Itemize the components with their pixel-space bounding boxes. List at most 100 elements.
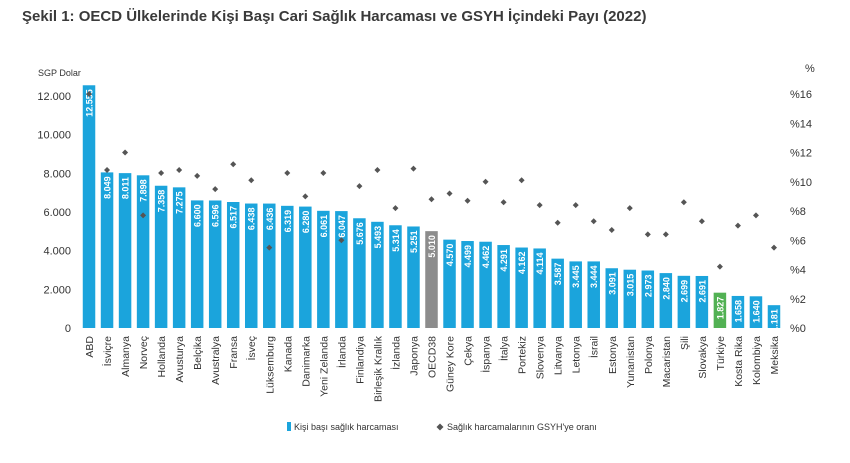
gdp-share-marker [464,197,471,204]
right-tick-label: %2 [790,294,806,306]
bar-value-label: 4.291 [499,249,509,272]
left-axis: SGP Dolar 0 2.000 4.000 6.000 8.000 10.000 12.0… [37,68,81,335]
bar-value-label: 6.280 [301,211,311,234]
bar [695,275,709,328]
bar-value-label: 3.015 [625,274,635,297]
right-axis-label: % [805,63,815,75]
bar-value-label: 2.691 [697,280,707,303]
bar-value-label: 5.314 [391,229,401,252]
bar [281,205,294,328]
bar [299,206,312,328]
bars: 12.555 8.049 8.011 7.898 7.358 7.275 6.600 6.59… [82,85,781,332]
gdp-share-marker [662,231,669,238]
gdp-share-marker [536,202,543,209]
left-axis-label: SGP Dolar [38,68,81,78]
gdp-share-marker [752,212,759,219]
legend-marker-swatch [436,423,444,431]
category-label: İsviçre [101,336,114,366]
left-tick-label: 0 [65,323,71,335]
bar-value-label: 3.091 [607,272,617,295]
gdp-share-marker [338,237,345,244]
category-label: İtalya [498,336,511,361]
bar [479,241,492,328]
bar-value-label: 3.444 [589,265,599,288]
gdp-share-marker [554,219,561,226]
category-label: Almanya [120,336,132,377]
bar [82,85,96,329]
right-tick-label: %10 [790,177,812,189]
category-label: Japonya [408,336,420,376]
category-label: Kanada [282,336,294,372]
bar [587,261,600,328]
gdp-share-marker [356,183,363,190]
bar [154,185,168,328]
bar-value-label: 1.181 [769,309,779,332]
left-tick-label: 12.000 [37,91,71,103]
gdp-share-marker [248,177,255,184]
bar-value-label: 1.658 [733,300,743,323]
category-label: Danimarka [300,336,312,387]
bar-value-label: 1.827 [715,297,725,320]
category-label: Fransa [228,336,240,369]
bar [353,218,366,328]
bar-value-label: 7.275 [175,191,185,214]
category-label: İspanya [480,336,493,373]
category-label: Norveç [138,336,150,369]
bar-value-label: 5.676 [355,222,365,245]
gdp-share-marker [194,172,201,179]
bar-value-label: 6.436 [265,208,275,231]
bar [497,245,510,328]
bar [100,172,114,328]
left-tick-label: 10.000 [37,130,71,142]
right-tick-label: %14 [790,118,812,130]
gdp-share-marker [374,167,381,174]
bar [425,231,438,328]
bar [389,225,402,328]
category-label: Estonya [607,336,619,374]
gdp-share-marker [680,199,687,206]
bar-value-label: 8.011 [121,177,131,199]
right-tick-label: %16 [790,89,812,101]
bar [317,210,330,328]
bar [659,273,673,328]
bar [136,175,150,328]
category-label: İsrail [588,336,601,358]
legend-marker-label: Sağlık harcamalarının GSYH'ye oranı [447,422,597,432]
bar-value-label: 2.973 [643,275,653,298]
gdp-share-marker [428,196,435,203]
category-label: ABD [84,336,96,358]
gdp-share-marker [572,202,579,209]
bar [551,258,564,328]
bar-value-label: 12.555 [85,89,95,117]
left-tick-label: 4.000 [43,246,71,258]
bar-value-label: 6.319 [283,210,293,233]
gdp-share-marker [86,91,93,97]
bar [118,173,132,328]
right-tick-label: %12 [790,148,812,160]
bar-value-label: 8.049 [103,176,113,199]
category-labels: ABD İsviçre Almanya Norveç Hollanda Avusturya… [84,335,781,402]
gdp-share-marker [392,205,399,212]
bar-value-label: 2.840 [661,277,671,300]
category-label: Güney Kore [445,336,457,392]
bar-value-label: 6.047 [337,215,347,238]
bar-value-label: 7.358 [157,190,167,213]
gdp-share-marker [140,212,147,219]
bar [208,200,222,328]
bar-value-label: 5.251 [409,230,419,253]
bar [623,269,637,328]
bar-value-label: 4.570 [445,244,455,267]
bar-value-label: 4.114 [535,252,545,274]
bar [226,202,240,328]
gdp-share-markers [86,91,777,270]
gdp-share-marker [158,169,165,176]
left-tick-label: 8.000 [43,168,71,180]
bar-value-label: 3.445 [571,265,581,288]
bar [371,221,384,328]
category-label: Hollanda [156,336,168,378]
bar [515,247,528,328]
gdp-share-marker [176,167,183,174]
category-label: Kolombiya [751,336,763,385]
bar [749,296,763,328]
